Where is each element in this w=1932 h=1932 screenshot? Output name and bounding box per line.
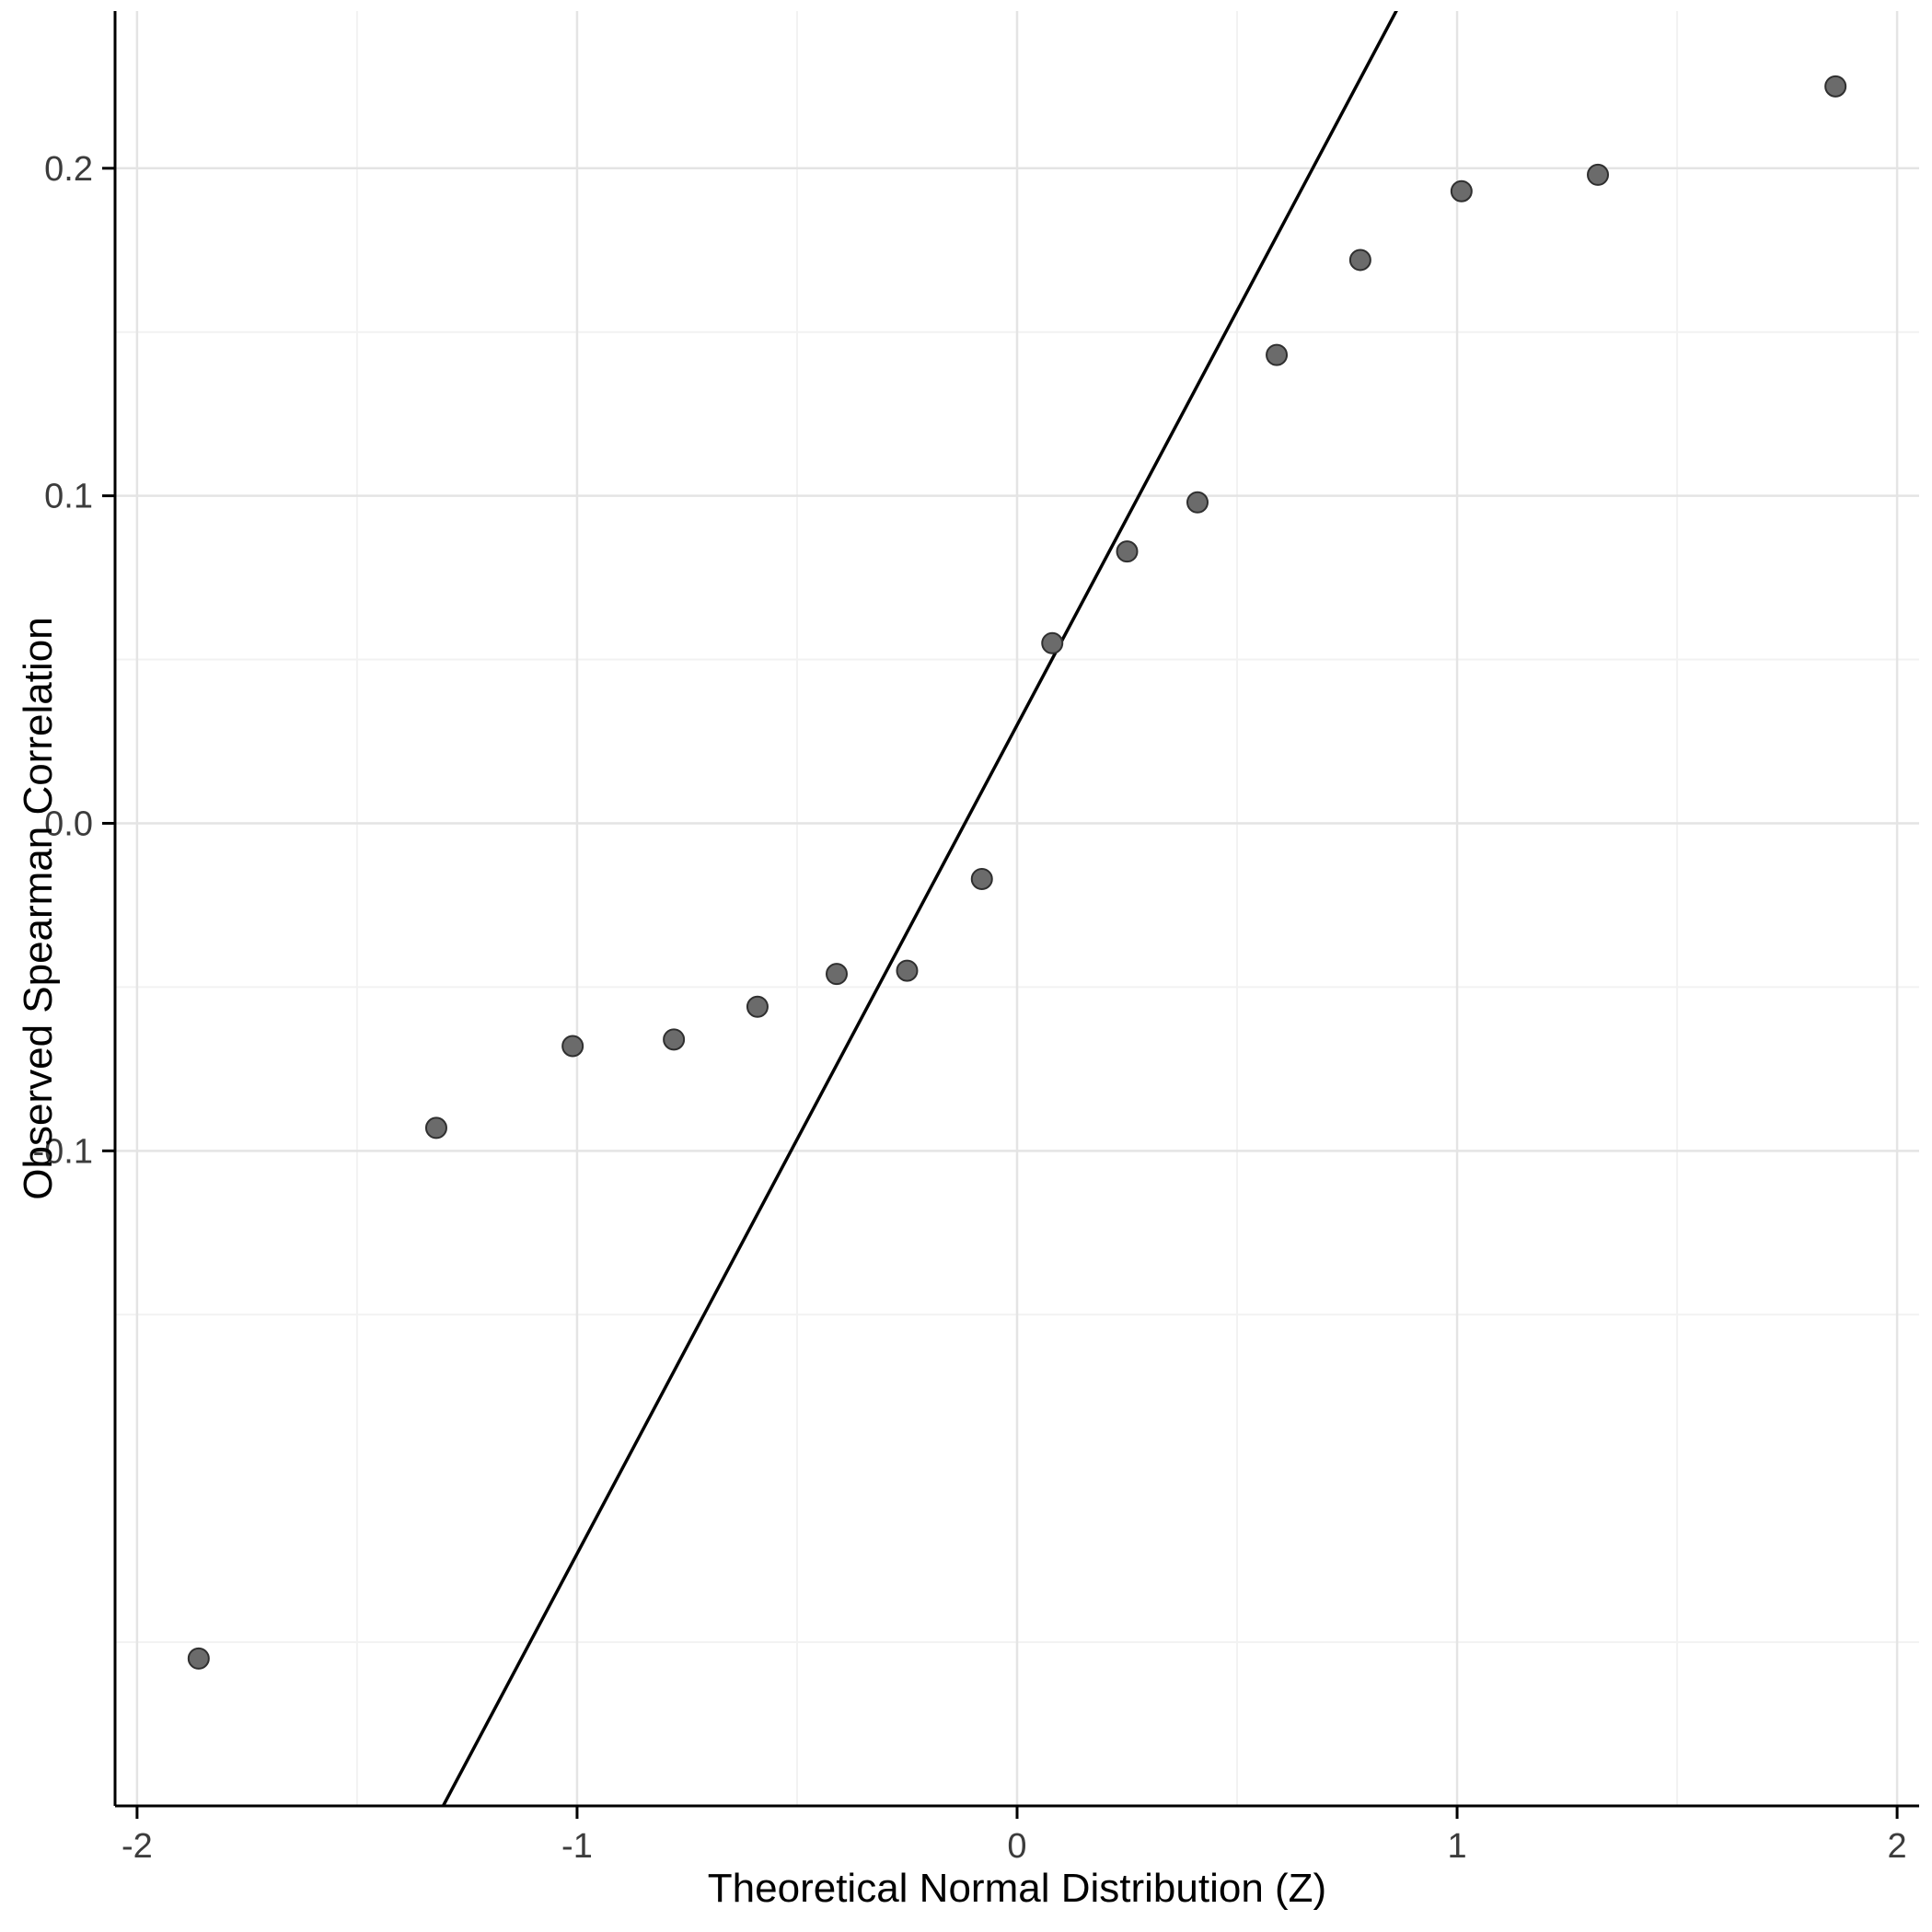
y-tick-label: 0.2 bbox=[44, 150, 93, 189]
x-axis-title: Theoretical Normal Distribution (Z) bbox=[707, 1866, 1327, 1911]
data-point bbox=[1824, 75, 1847, 98]
data-point bbox=[1116, 540, 1139, 563]
y-tick-label: 0.1 bbox=[44, 478, 93, 516]
data-point bbox=[1266, 343, 1289, 366]
x-tick-label: 1 bbox=[1447, 1827, 1466, 1866]
data-point bbox=[746, 995, 769, 1018]
data-point bbox=[424, 1116, 447, 1140]
y-axis-title: Observed Spearman Correlation bbox=[16, 617, 61, 1200]
data-point bbox=[1348, 249, 1371, 272]
data-point bbox=[1186, 491, 1209, 514]
y-tick-label: -0.1 bbox=[33, 1132, 93, 1171]
data-point bbox=[561, 1035, 584, 1058]
data-point bbox=[663, 1028, 686, 1051]
data-point bbox=[187, 1647, 210, 1670]
x-tick-label: 2 bbox=[1888, 1827, 1907, 1866]
y-tick-label: 0.0 bbox=[44, 804, 93, 843]
data-point bbox=[826, 963, 848, 986]
data-point bbox=[1041, 631, 1064, 654]
x-tick-label: -2 bbox=[121, 1827, 153, 1866]
data-point bbox=[970, 867, 993, 890]
data-point bbox=[896, 959, 919, 982]
data-point bbox=[1450, 179, 1473, 202]
x-tick-label: 0 bbox=[1007, 1827, 1026, 1866]
data-point bbox=[1587, 163, 1610, 186]
x-tick-label: -1 bbox=[561, 1827, 593, 1866]
